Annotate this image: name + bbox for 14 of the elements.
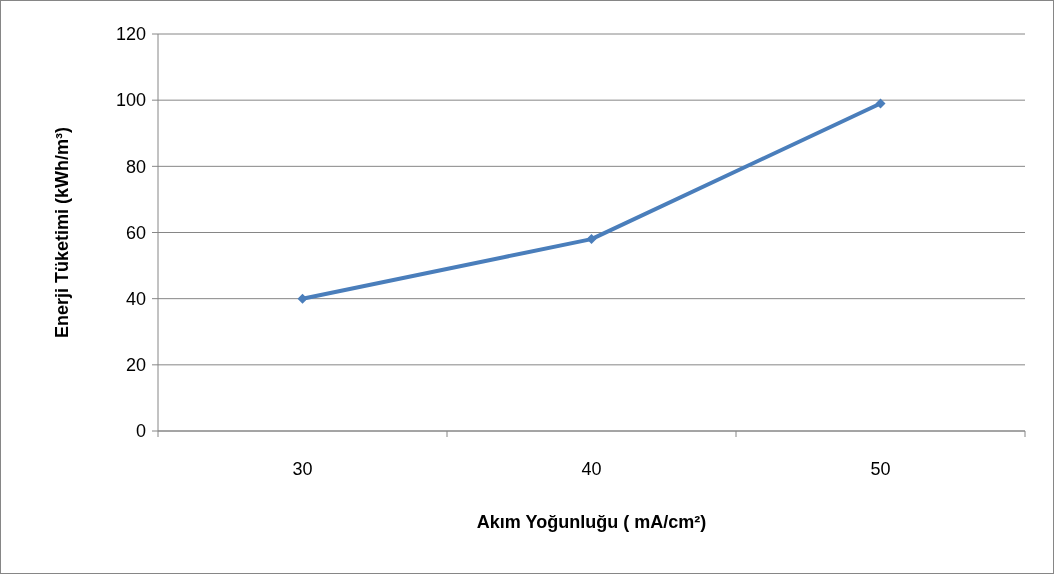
x-tick-label: 50 (870, 459, 891, 479)
y-tick-label: 100 (115, 90, 146, 111)
point (586, 234, 597, 245)
y-axis-title: Enerji Tüketimi (kWh/m³) (52, 126, 72, 339)
y-tick-label: 40 (125, 288, 146, 309)
y-tick-label: 0 (135, 421, 146, 442)
x-tick-label: 40 (581, 459, 602, 479)
x-axis-title: Akım Yoğunluğu ( mA/cm²) (476, 512, 707, 532)
x-tick-label: 30 (292, 459, 313, 479)
y-tick-label: 60 (125, 222, 146, 243)
y-tick-label: 80 (125, 156, 146, 177)
y-tick-label: 120 (115, 24, 146, 45)
y-tick-label: 20 (125, 355, 146, 376)
point (875, 98, 886, 109)
